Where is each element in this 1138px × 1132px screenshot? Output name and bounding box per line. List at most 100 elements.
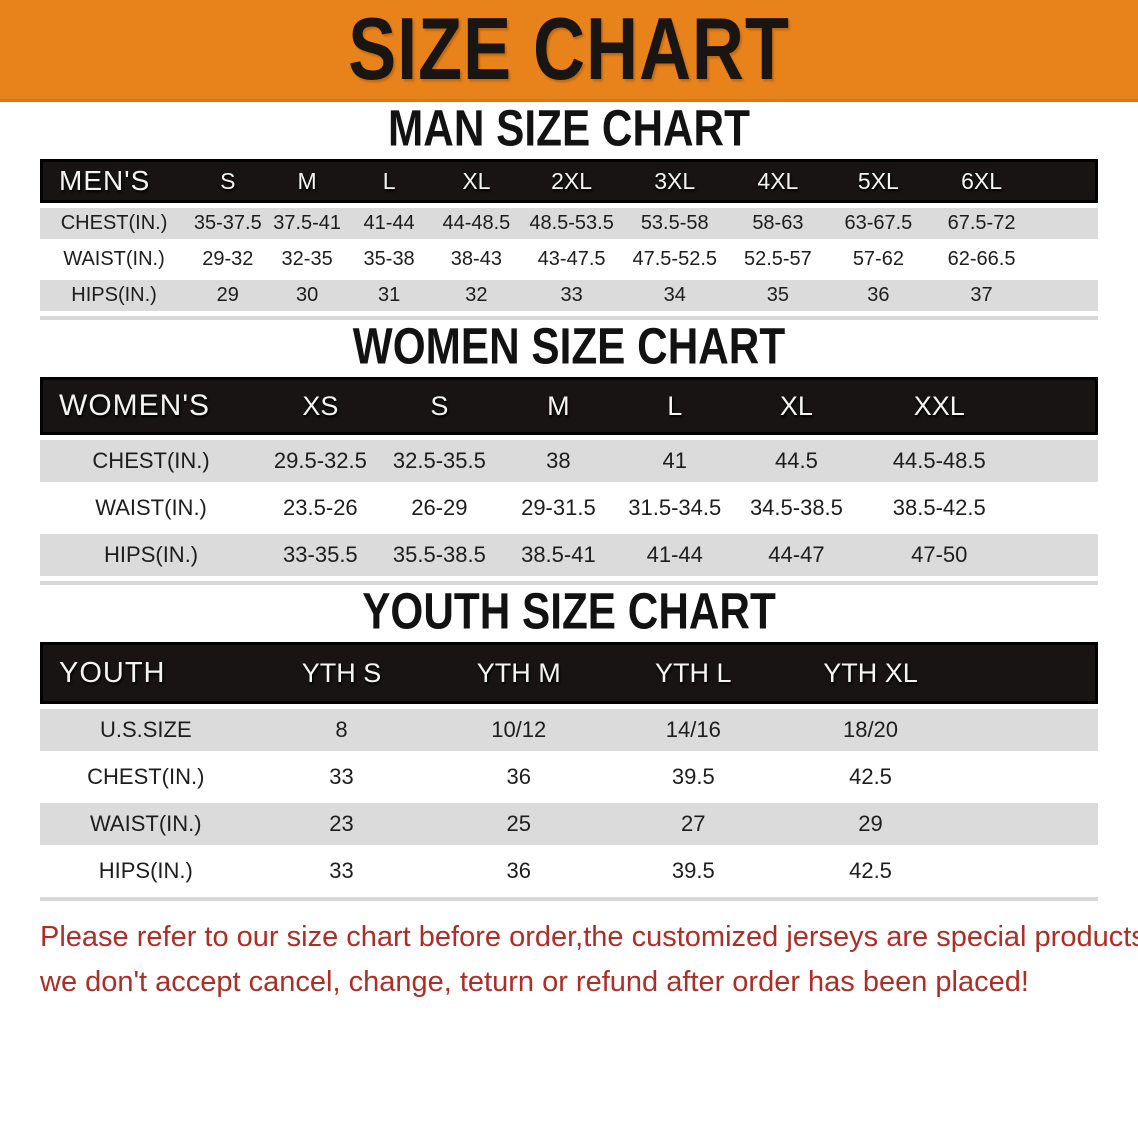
size-table-men: MEN'S S M L XL 2XL 3XL 4XL 5XL 6XL CHEST(IN.) 35-37… — [40, 154, 1098, 320]
value-cell: 33 — [251, 850, 432, 892]
size-header-cell: YTH M — [431, 642, 607, 704]
row-spacer-cell — [1034, 244, 1098, 275]
table-row-chest-in: CHEST(IN.) 29.5-32.5 32.5-35.5 38 41 44.5 44.5… — [40, 440, 1098, 482]
value-cell: 41-44 — [616, 534, 733, 576]
row-spacer-cell — [960, 803, 1098, 845]
table-row-chest-in: CHEST(IN.) 35-37.5 37.5-41 41-44 44-48.5 48.5… — [40, 208, 1098, 239]
value-cell: 52.5-57 — [727, 244, 829, 275]
value-cell: 27 — [606, 803, 781, 845]
value-cell: 23.5-26 — [262, 487, 379, 529]
value-cell: 44.5 — [732, 440, 860, 482]
size-header-cell: XL — [431, 159, 522, 203]
disclaimer-line-2: we don't accept cancel, change, teturn o… — [40, 966, 1029, 998]
size-header-cell: YTH L — [606, 642, 781, 704]
value-cell: 44.5-48.5 — [859, 440, 1019, 482]
value-cell: 42.5 — [780, 850, 961, 892]
table-row-waist-in: WAIST(IN.) 23 25 27 29 — [40, 803, 1098, 845]
row-spacer-cell — [1018, 487, 1098, 529]
value-cell: 36 — [828, 280, 929, 311]
value-cell: 37 — [928, 280, 1035, 311]
size-header-cell: M — [267, 159, 347, 203]
size-header-cell: 3XL — [621, 159, 728, 203]
row-label-cell: WAIST(IN.) — [40, 487, 263, 529]
value-cell: 39.5 — [606, 756, 781, 798]
value-cell: 32-35 — [267, 244, 347, 275]
value-cell: 35-37.5 — [188, 208, 268, 239]
disclaimer-line-1: Please refer to our size chart before or… — [40, 921, 1138, 953]
row-spacer-cell — [960, 709, 1098, 751]
value-cell: 8 — [251, 709, 432, 751]
value-cell: 32 — [431, 280, 522, 311]
size-header-cell: L — [346, 159, 432, 203]
section-women: WOMEN SIZE CHART WOMEN'S XS S M L XL XXL CHEST(… — [0, 316, 1138, 585]
disclaimer: Please refer to our size chart before or… — [40, 915, 1138, 1005]
value-cell: 10/12 — [431, 709, 607, 751]
page-title: SIZE CHART — [348, 0, 790, 99]
row-label-cell: CHEST(IN.) — [40, 208, 189, 239]
size-table-women: WOMEN'S XS S M L XL XXL CHEST(IN.) 29.5-32.5 32.5… — [40, 372, 1098, 585]
value-cell: 48.5-53.5 — [521, 208, 622, 239]
section-heading-women: WOMEN SIZE CHART — [352, 316, 786, 375]
row-spacer-cell — [1018, 534, 1098, 576]
value-cell: 31 — [346, 280, 432, 311]
row-label-cell: CHEST(IN.) — [40, 756, 252, 798]
value-cell: 34.5-38.5 — [732, 487, 860, 529]
value-cell: 35-38 — [346, 244, 432, 275]
value-cell: 25 — [431, 803, 607, 845]
value-cell: 38.5-42.5 — [859, 487, 1019, 529]
row-spacer-cell — [1034, 280, 1098, 311]
size-header-cell: XS — [262, 377, 379, 435]
table-title-cell: YOUTH — [40, 642, 252, 704]
size-header-cell: L — [616, 377, 733, 435]
table-row-waist-in: WAIST(IN.) 23.5-26 26-29 29-31.5 31.5-34.5 34… — [40, 487, 1098, 529]
section-heading-men: MAN SIZE CHART — [388, 98, 750, 157]
value-cell: 44-48.5 — [431, 208, 522, 239]
value-cell: 33 — [521, 280, 622, 311]
table-row-hips-in: HIPS(IN.) 33-35.5 35.5-38.5 38.5-41 41-44 44-… — [40, 534, 1098, 576]
value-cell: 29.5-32.5 — [262, 440, 379, 482]
value-cell: 43-47.5 — [521, 244, 622, 275]
section-men: MAN SIZE CHART MEN'S S M L XL 2XL 3XL 4XL 5XL 6XL… — [0, 98, 1138, 320]
table-row-hips-in: HIPS(IN.) 33 36 39.5 42.5 — [40, 850, 1098, 892]
banner: SIZE CHART — [0, 0, 1138, 102]
value-cell: 23 — [251, 803, 432, 845]
value-cell: 26-29 — [378, 487, 501, 529]
value-cell: 36 — [431, 756, 607, 798]
header-spacer-cell — [960, 642, 1098, 704]
value-cell: 62-66.5 — [928, 244, 1035, 275]
size-header-cell: S — [378, 377, 501, 435]
header-spacer-cell — [1018, 377, 1098, 435]
value-cell: 29-31.5 — [500, 487, 617, 529]
table-header-row: YOUTH YTH S YTH M YTH L YTH XL — [40, 642, 1098, 704]
value-cell: 29 — [780, 803, 961, 845]
value-cell: 34 — [621, 280, 728, 311]
table-header-row: WOMEN'S XS S M L XL XXL — [40, 377, 1098, 435]
value-cell: 37.5-41 — [267, 208, 347, 239]
value-cell: 38 — [500, 440, 617, 482]
value-cell: 38.5-41 — [500, 534, 617, 576]
value-cell: 18/20 — [780, 709, 961, 751]
row-label-cell: WAIST(IN.) — [40, 803, 252, 845]
value-cell: 44-47 — [732, 534, 860, 576]
value-cell: 63-67.5 — [828, 208, 929, 239]
size-table-youth: YOUTH YTH S YTH M YTH L YTH XL U.S.SIZE 8 10/12… — [40, 637, 1098, 901]
value-cell: 36 — [431, 850, 607, 892]
row-label-cell: HIPS(IN.) — [40, 850, 252, 892]
value-cell: 30 — [267, 280, 347, 311]
size-header-cell: 5XL — [828, 159, 929, 203]
header-spacer-cell — [1034, 159, 1098, 203]
value-cell: 39.5 — [606, 850, 781, 892]
value-cell: 58-63 — [727, 208, 829, 239]
value-cell: 35 — [727, 280, 829, 311]
value-cell: 42.5 — [780, 756, 961, 798]
row-label-cell: CHEST(IN.) — [40, 440, 263, 482]
row-spacer-cell — [1034, 208, 1098, 239]
value-cell: 31.5-34.5 — [616, 487, 733, 529]
value-cell: 29 — [188, 280, 268, 311]
row-label-cell: WAIST(IN.) — [40, 244, 189, 275]
value-cell: 67.5-72 — [928, 208, 1035, 239]
size-header-cell: 4XL — [727, 159, 829, 203]
row-label-cell: U.S.SIZE — [40, 709, 252, 751]
size-header-cell: YTH XL — [780, 642, 961, 704]
value-cell: 47-50 — [859, 534, 1019, 576]
